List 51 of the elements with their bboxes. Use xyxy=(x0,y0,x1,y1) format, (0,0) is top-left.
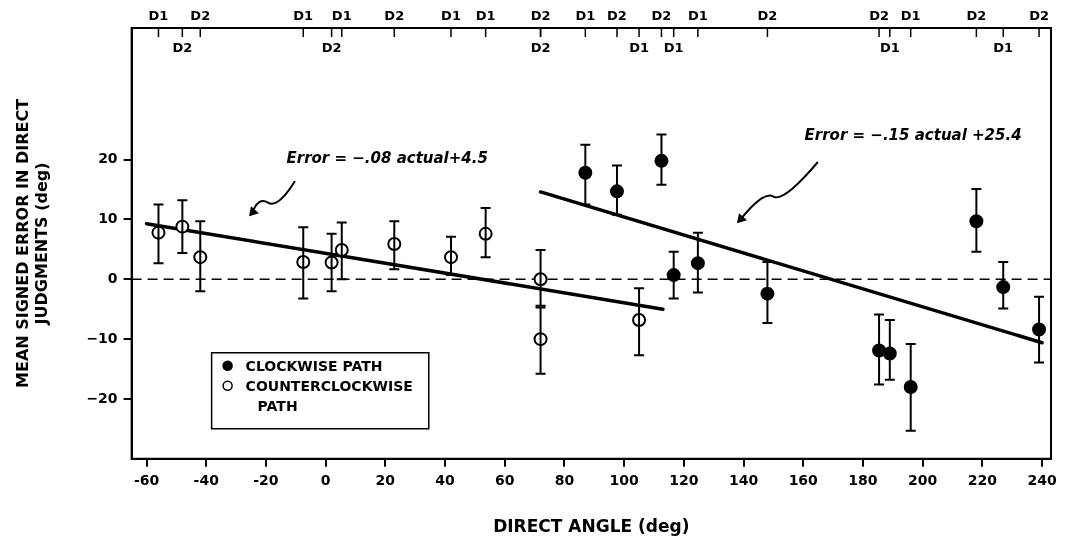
annotation: D2 xyxy=(1029,8,1049,23)
annotation: D2 xyxy=(966,8,987,23)
x-tick-label: 140 xyxy=(728,471,759,488)
x-tick-label: 160 xyxy=(788,471,819,488)
x-tick-label: 80 xyxy=(554,471,575,488)
y-tick-label: 0 xyxy=(107,269,118,286)
x-tick-label: 100 xyxy=(609,471,640,488)
x-tick-label: 0 xyxy=(320,471,331,488)
annotation: D1 xyxy=(663,40,684,55)
y-tick-label: 10 xyxy=(98,210,118,227)
legend-label: COUNTERCLOCKWISE PATH xyxy=(245,377,413,414)
annotation: D2 xyxy=(190,8,211,23)
x-tick-label: 220 xyxy=(967,471,998,488)
legend-label: CLOCKWISE PATH xyxy=(245,357,383,374)
x-tick-label: 20 xyxy=(375,471,396,488)
annotation: D1 xyxy=(475,8,496,23)
annotation: Error = −.08 actual+4.5 xyxy=(286,148,488,167)
annotation: D2 xyxy=(869,8,889,23)
annotation: D1 xyxy=(575,8,596,23)
annotation: D2 xyxy=(172,40,193,55)
y-tick-label: 20 xyxy=(98,150,118,167)
annotation: D1 xyxy=(293,8,314,23)
annotation: D2 xyxy=(607,8,627,23)
x-tick-label: 40 xyxy=(435,471,456,488)
annotation: D2 xyxy=(757,8,778,23)
x-tick-label: -60 xyxy=(133,471,160,488)
annotation: D2 xyxy=(651,8,672,23)
y-tick-label: −20 xyxy=(86,389,118,406)
x-tick-label: 240 xyxy=(1027,471,1057,488)
y-axis-title: MEAN SIGNED ERROR IN DIRECT JUDGMENTS (deg) xyxy=(12,98,51,388)
annotation: D2 xyxy=(321,40,342,55)
x-tick-label: 200 xyxy=(908,471,938,488)
annotation: D2 xyxy=(530,8,551,23)
y-tick-label: −10 xyxy=(86,329,118,346)
annotation: D1 xyxy=(331,8,352,23)
x-axis-title: DIRECT ANGLE (deg) xyxy=(493,516,690,537)
annotation: Error = −.15 actual +25.4 xyxy=(804,126,1022,145)
x-tick-label: 180 xyxy=(848,471,878,488)
annotation: D1 xyxy=(879,40,900,55)
x-tick-label: 60 xyxy=(495,471,515,488)
x-tick-label: -20 xyxy=(253,471,279,488)
x-tick-label: 120 xyxy=(669,471,699,488)
annotation: D1 xyxy=(993,40,1014,55)
annotation: D1 xyxy=(629,40,649,55)
x-tick-label: -40 xyxy=(193,471,220,488)
annotation: D2 xyxy=(384,8,405,23)
annotation: D1 xyxy=(687,8,708,23)
annotation: D1 xyxy=(148,8,169,23)
annotation: D1 xyxy=(441,8,461,23)
annotation: D2 xyxy=(530,40,551,55)
annotation: D1 xyxy=(900,8,921,23)
